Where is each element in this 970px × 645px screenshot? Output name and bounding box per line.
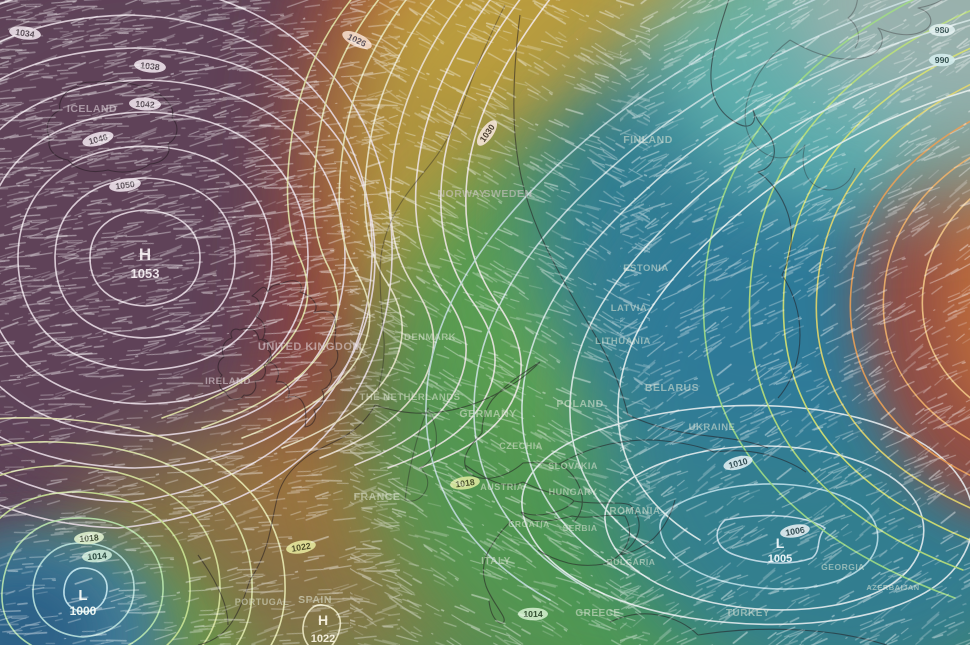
svg-text:NORWAY: NORWAY [437,188,486,200]
svg-text:IRELAND: IRELAND [205,376,251,387]
svg-text:FRANCE: FRANCE [354,491,401,503]
svg-text:PORTUGAL: PORTUGAL [235,597,290,607]
svg-text:BULGARIA: BULGARIA [607,557,656,567]
svg-text:GEORGIA: GEORGIA [821,562,865,572]
svg-text:GERMANY: GERMANY [459,408,516,420]
svg-text:TURKEY: TURKEY [726,608,770,619]
svg-text:ITALY: ITALY [481,556,511,567]
svg-text:CZECHIA: CZECHIA [499,441,543,451]
svg-text:DENMARK: DENMARK [404,332,456,343]
svg-text:SERBIA: SERBIA [562,523,597,533]
svg-text:LATVIA: LATVIA [611,303,648,314]
svg-text:POLAND: POLAND [556,398,603,410]
svg-text:GREECE: GREECE [575,608,620,619]
svg-text:UKRAINE: UKRAINE [689,422,736,433]
svg-text:AZERBAIJAN: AZERBAIJAN [866,583,919,592]
svg-text:SLOVAKIA: SLOVAKIA [548,461,598,471]
svg-text:ROMANIA: ROMANIA [609,506,660,517]
svg-text:UNITED KINGDOM: UNITED KINGDOM [258,341,362,353]
svg-text:HUNGARY: HUNGARY [549,487,598,497]
svg-text:BELARUS: BELARUS [645,382,699,394]
svg-text:ESTONIA: ESTONIA [623,263,669,274]
svg-text:AUSTRIA: AUSTRIA [480,482,524,492]
svg-text:SWEDEN: SWEDEN [483,188,532,200]
svg-text:LITHUANIA: LITHUANIA [595,336,651,347]
svg-text:SPAIN: SPAIN [298,594,332,606]
svg-text:FINLAND: FINLAND [623,134,673,146]
svg-text:CROATIA: CROATIA [508,519,550,529]
svg-text:THE NETHERLANDS: THE NETHERLANDS [360,392,461,403]
svg-text:ICELAND: ICELAND [67,103,117,115]
